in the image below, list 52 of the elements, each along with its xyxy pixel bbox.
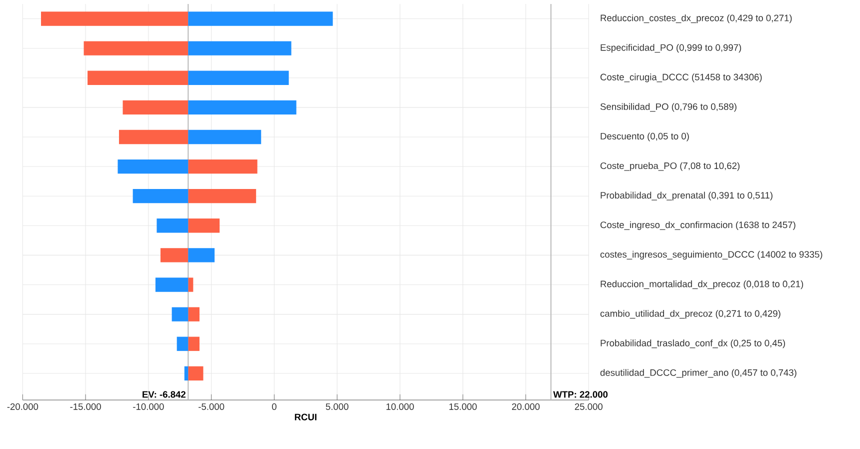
x-tick-label: -15.000 bbox=[70, 403, 101, 410]
x-tick-label: 25.000 bbox=[574, 403, 603, 410]
bar bbox=[188, 41, 292, 56]
bar bbox=[118, 130, 188, 144]
y-tick-label: Reduccion_mortalidad_dx_precoz (0,018 to 0,21) bbox=[600, 280, 804, 289]
bar bbox=[188, 70, 289, 85]
bar bbox=[188, 218, 220, 233]
y-tick-label: Descuento (0,05 to 0) bbox=[600, 132, 689, 142]
x-axis-title: RCUI bbox=[294, 414, 316, 420]
y-tick-label: Especificidad_PO (0,999 to 0,997) bbox=[600, 44, 742, 53]
bar bbox=[188, 366, 204, 380]
bar bbox=[176, 336, 188, 351]
bar bbox=[88, 70, 188, 85]
y-tick-label: costes_ingresos_seguimiento_DCCC (14002 to 9335) bbox=[600, 250, 822, 260]
y-tick-label: desutilidad_DCCC_primer_ano (0,457 to 0,743) bbox=[600, 368, 796, 378]
y-tick-label: Coste_cirugia_DCCC (51458 to 34306) bbox=[600, 73, 762, 82]
bar bbox=[188, 248, 215, 262]
x-tick-label: 0 bbox=[272, 403, 276, 410]
bar bbox=[188, 12, 333, 26]
y-tick-label: Probabilidad_dx_prenatal (0,391 to 0,511) bbox=[600, 192, 772, 200]
bar bbox=[155, 277, 188, 292]
bar bbox=[132, 188, 188, 204]
bar bbox=[41, 12, 188, 26]
bar bbox=[188, 277, 194, 292]
bar bbox=[188, 336, 200, 351]
x-tick-label: 5.000 bbox=[326, 403, 348, 410]
x-tick-label: -10.000 bbox=[133, 403, 164, 410]
x-tick-label: 20.000 bbox=[512, 403, 540, 410]
bar bbox=[122, 100, 188, 114]
y-tick-label: Coste_prueba_PO (7,08 to 10,62) bbox=[600, 162, 740, 171]
x-tick-label: 10.000 bbox=[386, 403, 414, 410]
bar bbox=[84, 41, 188, 56]
x-tick-label: -5.000 bbox=[198, 403, 224, 410]
bar bbox=[118, 159, 188, 174]
ref-line-label: WTP: 22.000 bbox=[553, 391, 608, 398]
bar bbox=[188, 130, 262, 144]
ref-line-label: EV: -6.842 bbox=[142, 391, 186, 398]
bar bbox=[184, 366, 188, 380]
y-tick-label: Coste_ingreso_dx_confirmacion (1638 to 2457) bbox=[600, 221, 796, 230]
bar bbox=[188, 307, 200, 322]
bar bbox=[156, 218, 188, 233]
bar bbox=[188, 100, 296, 114]
x-tick-label: -20.000 bbox=[7, 403, 38, 410]
x-tick-label: 15.000 bbox=[449, 403, 477, 410]
y-tick-label: cambio_utilidad_dx_precoz (0,271 to 0,429) bbox=[600, 310, 780, 318]
bar bbox=[188, 159, 258, 174]
y-tick-label: Sensibilidad_PO (0,796 to 0,589) bbox=[600, 102, 736, 112]
bar bbox=[172, 307, 188, 322]
y-tick-label: Probabilidad_traslado_conf_dx (0,25 to 0,45) bbox=[600, 339, 785, 348]
bar bbox=[160, 248, 188, 262]
y-tick-label: Reduccion_costes_dx_precoz (0,429 to 0,271) bbox=[600, 14, 792, 23]
bar bbox=[188, 188, 256, 204]
